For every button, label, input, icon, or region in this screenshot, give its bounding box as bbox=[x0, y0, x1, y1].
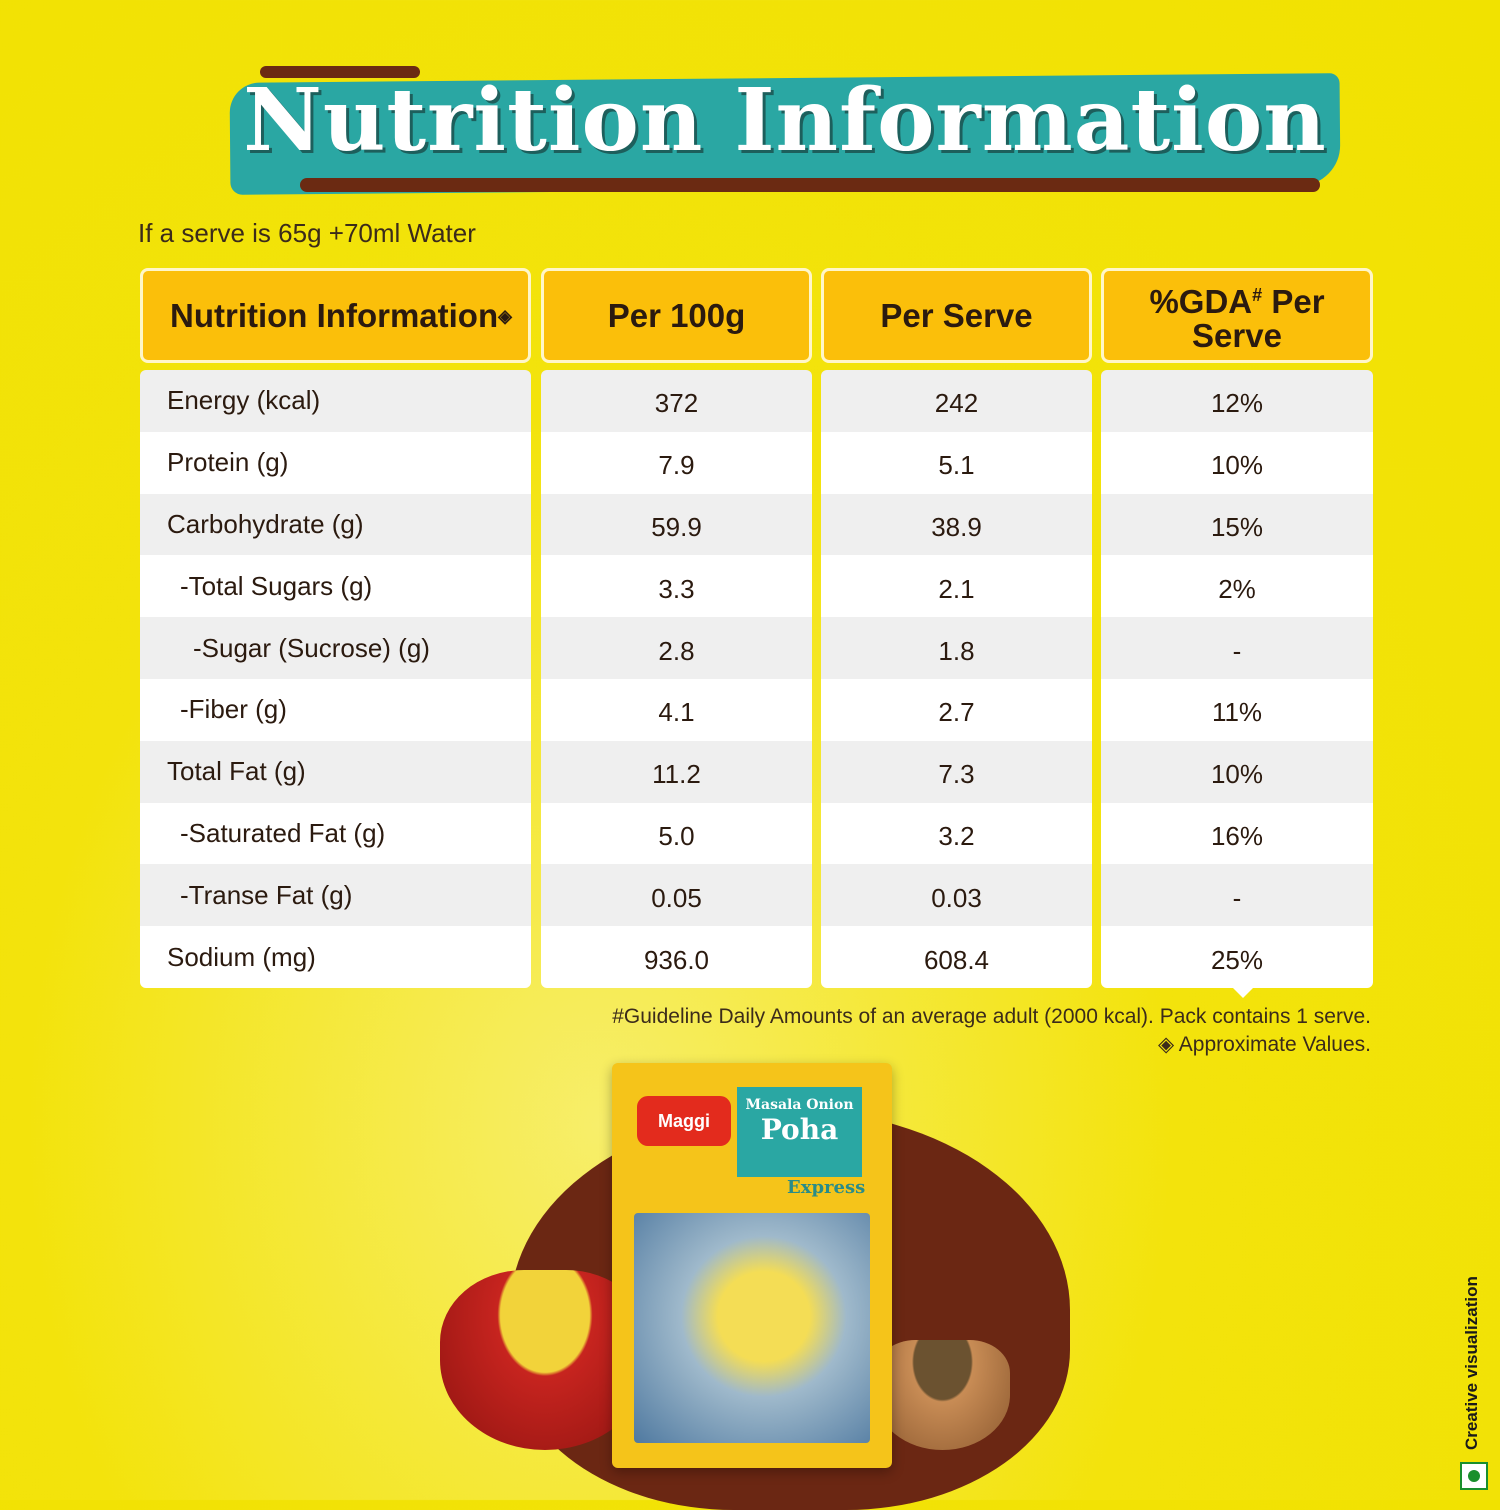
product-label: Masala Onion Poha bbox=[737, 1087, 862, 1177]
nutrient-value-perServe: 2.1 bbox=[821, 555, 1092, 618]
nutrient-value-per100: 4.1 bbox=[541, 678, 812, 741]
footnotes: #Guideline Daily Amounts of an average a… bbox=[612, 1003, 1371, 1059]
nutrient-value-perServe: 1.8 bbox=[821, 617, 1092, 679]
veg-mark-icon bbox=[1460, 1462, 1488, 1490]
product-pack: Maggi Masala Onion Poha Express bbox=[612, 1063, 892, 1468]
nutrient-value-per100: 11.2 bbox=[541, 740, 812, 803]
nutrient-label: Carbohydrate (g) bbox=[140, 493, 531, 556]
variant-label: Express bbox=[787, 1177, 866, 1198]
nutrient-value-perServe: 608.4 bbox=[821, 926, 1092, 988]
nutrient-column: Nutrition Information ◈ Energy (kcal) Prot… bbox=[140, 268, 531, 988]
nutrient-label: -Total Sugars (g) bbox=[140, 555, 531, 618]
nutrient-value-gda: 10% bbox=[1101, 431, 1373, 494]
nutrient-value-per100: 3.3 bbox=[541, 555, 812, 618]
nutrient-value-gda: 15% bbox=[1101, 493, 1373, 556]
perserve-column: Per Serve 242 5.1 38.9 2.1 1.8 2.7 7.3 3.2 0.03 6… bbox=[821, 268, 1092, 988]
nutrient-value-gda: 16% bbox=[1101, 802, 1373, 865]
pointer-arrow bbox=[1233, 988, 1253, 998]
header-per100: Per 100g bbox=[541, 268, 812, 363]
nutrient-value-perServe: 38.9 bbox=[821, 493, 1092, 556]
nutrient-value-gda: 25% bbox=[1101, 926, 1373, 988]
nutrient-value-per100: 7.9 bbox=[541, 431, 812, 494]
nutrient-label: Energy (kcal) bbox=[140, 370, 531, 432]
banner-stroke bbox=[260, 66, 420, 78]
nutrient-value-gda: 2% bbox=[1101, 555, 1373, 618]
nutrient-value-per100: 5.0 bbox=[541, 802, 812, 865]
approx-mark: ◈ bbox=[498, 305, 512, 326]
cumin-bowl-image bbox=[875, 1340, 1010, 1450]
header-perserve: Per Serve bbox=[821, 268, 1092, 363]
serve-note: If a serve is 65g +70ml Water bbox=[138, 218, 476, 248]
header-gda: %GDA# Per Serve bbox=[1101, 268, 1373, 363]
nutrient-value-perServe: 5.1 bbox=[821, 431, 1092, 494]
nutrient-value-gda: 10% bbox=[1101, 740, 1373, 803]
nutrient-value-gda: 11% bbox=[1101, 678, 1373, 741]
brand-logo: Maggi bbox=[634, 1093, 734, 1149]
gda-column: %GDA# Per Serve 12% 10% 15% 2% -11% 10% 16% -25… bbox=[1101, 268, 1373, 988]
header-nutrient: Nutrition Information ◈ bbox=[140, 268, 531, 363]
banner-stroke bbox=[300, 178, 1320, 192]
nutrient-value-per100: 2.8 bbox=[541, 617, 812, 679]
nutrient-value-gda: - bbox=[1101, 864, 1373, 927]
per100-column: Per 100g 372 7.9 59.9 3.3 2.8 4.1 11.2 5.0 0.05 9… bbox=[541, 268, 812, 988]
nutrient-label: -Fiber (g) bbox=[140, 678, 531, 741]
nutrient-label: -Transe Fat (g) bbox=[140, 864, 531, 927]
nutrient-value-perServe: 7.3 bbox=[821, 740, 1092, 803]
nutrient-value-perServe: 242 bbox=[821, 370, 1092, 432]
pack-photo bbox=[634, 1213, 870, 1443]
disclaimer: Creative visualization bbox=[1462, 1276, 1481, 1450]
nutrient-label: -Saturated Fat (g) bbox=[140, 802, 531, 865]
nutrient-label: -Sugar (Sucrose) (g) bbox=[140, 617, 531, 679]
nutrient-value-per100: 936.0 bbox=[541, 926, 812, 988]
nutrient-value-per100: 372 bbox=[541, 370, 812, 432]
nutrient-label: Sodium (mg) bbox=[140, 926, 531, 988]
nutrient-value-per100: 0.05 bbox=[541, 864, 812, 927]
nutrient-value-perServe: 3.2 bbox=[821, 802, 1092, 865]
nutrient-label: Protein (g) bbox=[140, 431, 531, 494]
gda-note: #Guideline Daily Amounts of an average a… bbox=[612, 1005, 1371, 1028]
nutrient-value-perServe: 0.03 bbox=[821, 864, 1092, 927]
page-title: Nutrition Information bbox=[243, 70, 1327, 171]
nutrient-value-perServe: 2.7 bbox=[821, 678, 1092, 741]
nutrient-label: Total Fat (g) bbox=[140, 740, 531, 803]
nutrient-value-gda: 12% bbox=[1101, 370, 1373, 432]
approx-note: ◈ Approximate Values. bbox=[1157, 1033, 1371, 1056]
nutrient-value-gda: - bbox=[1101, 617, 1373, 679]
nutrient-value-per100: 59.9 bbox=[541, 493, 812, 556]
